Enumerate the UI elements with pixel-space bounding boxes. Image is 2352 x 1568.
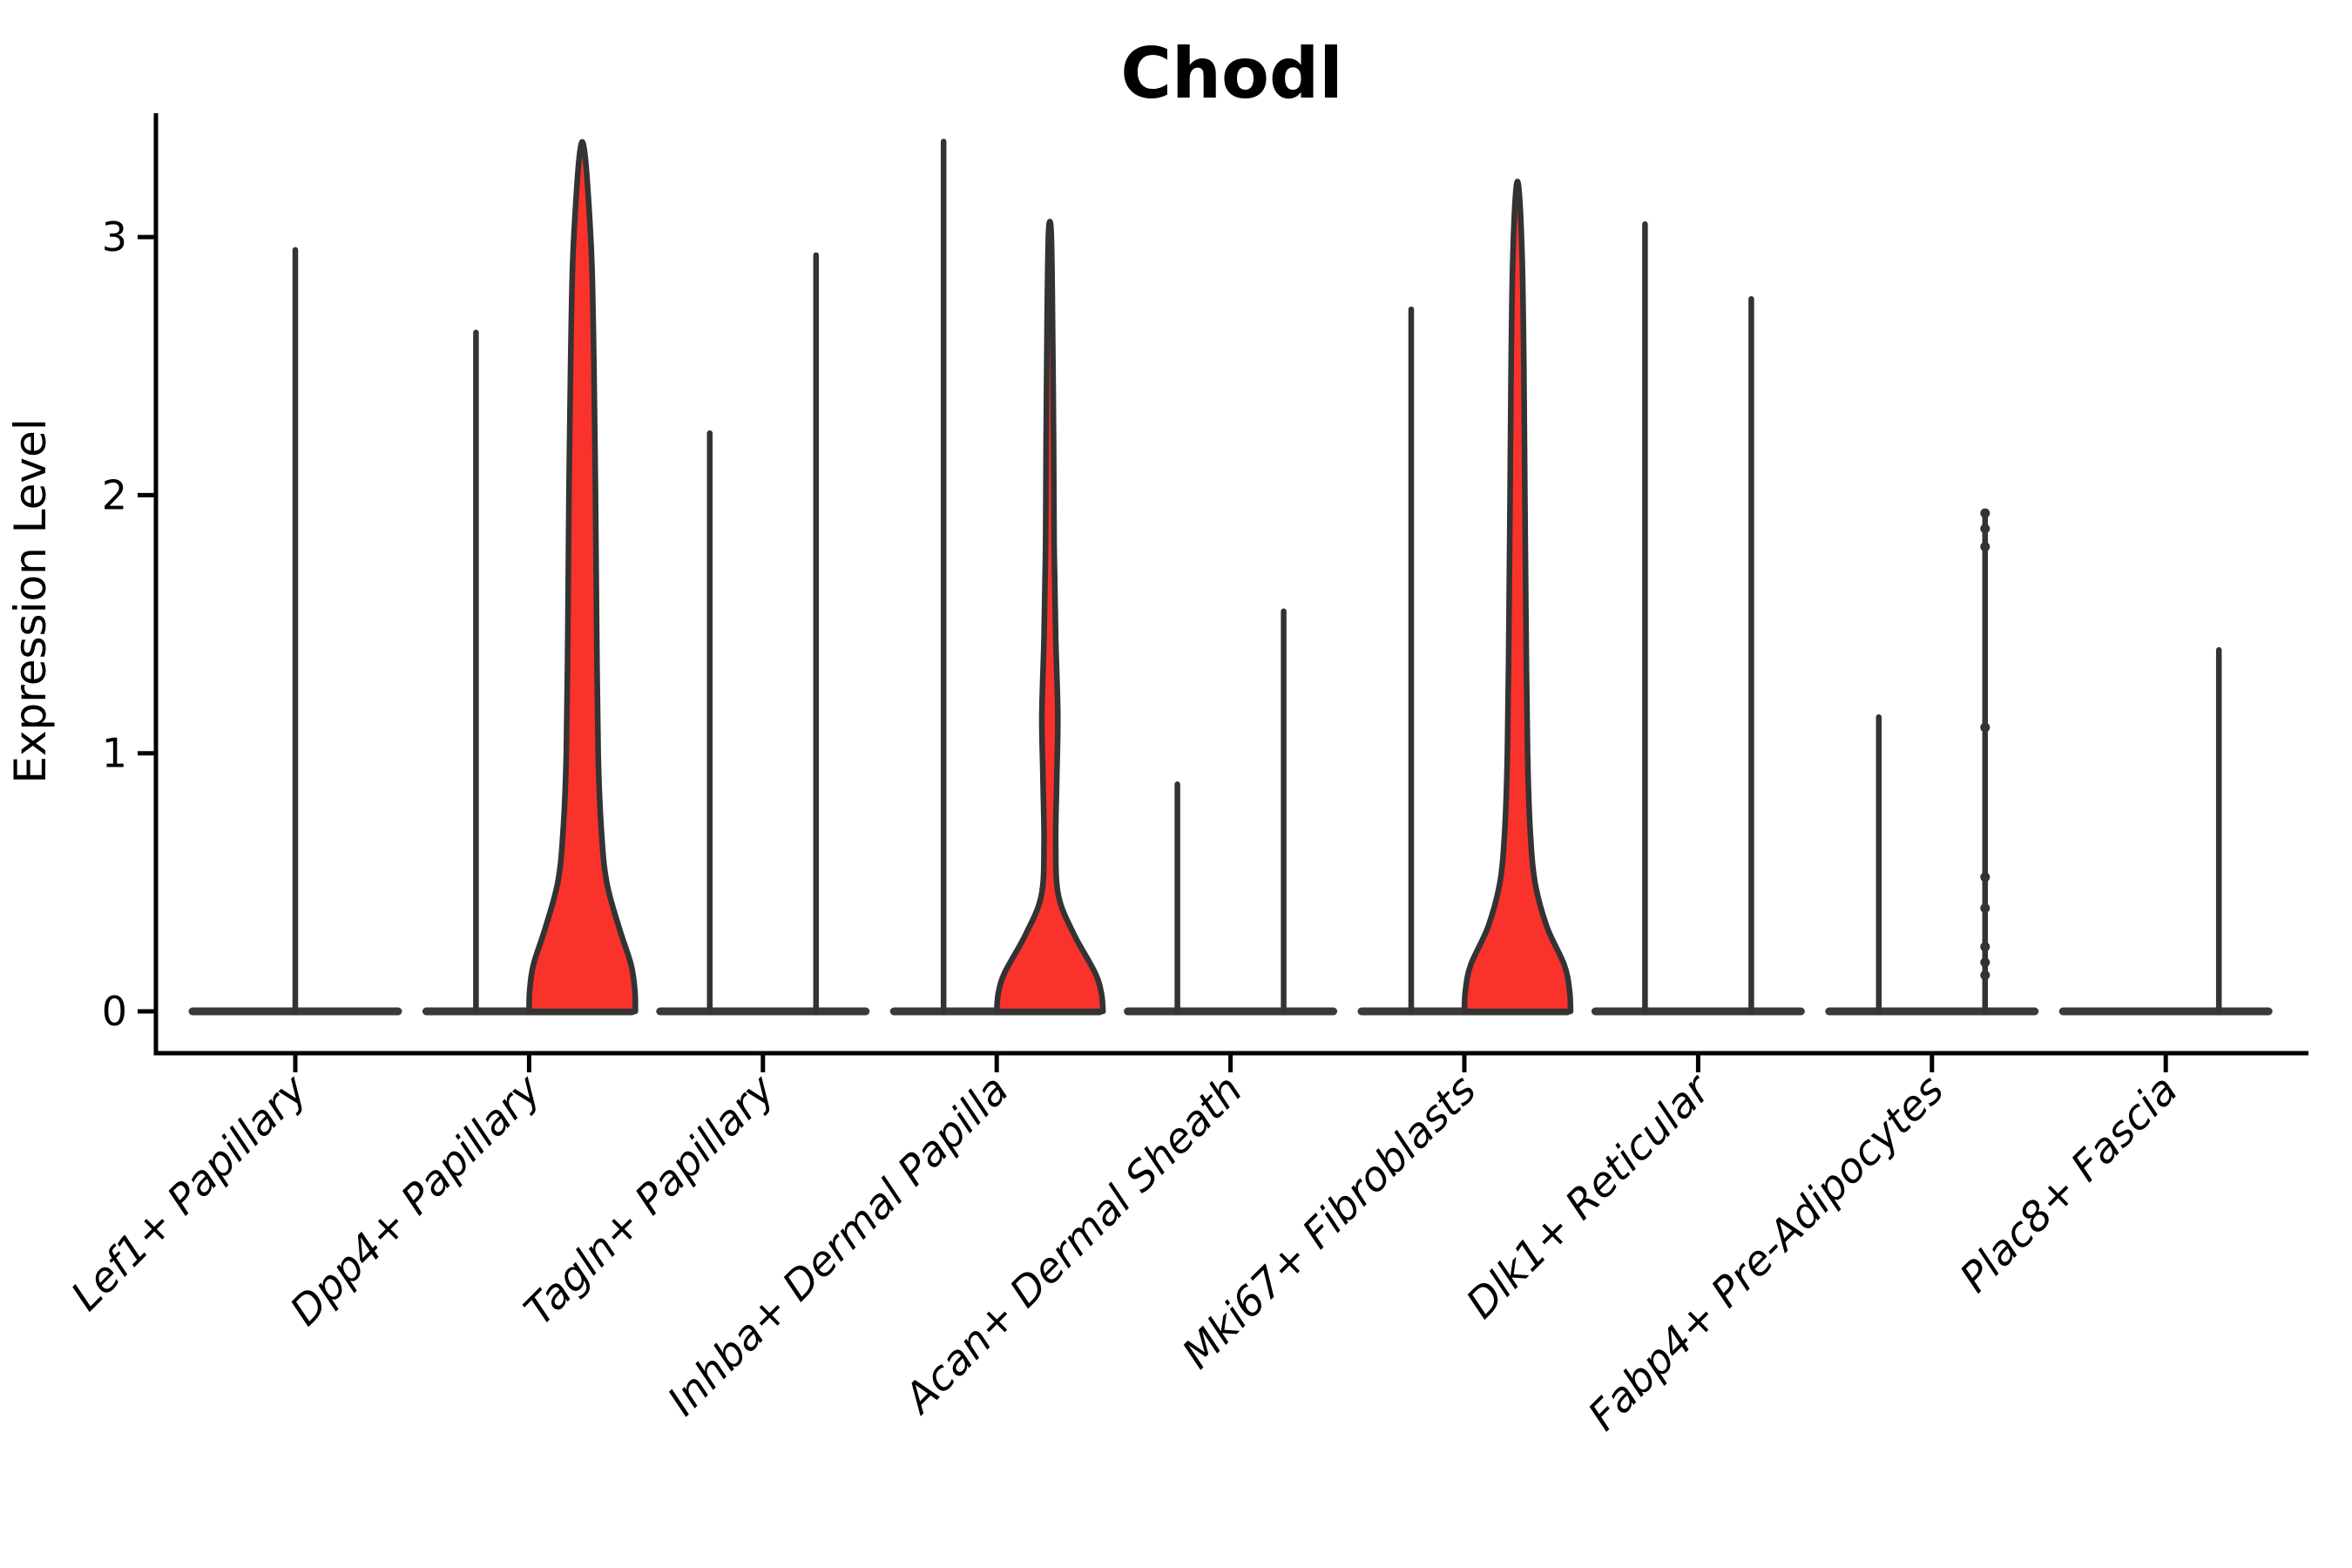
y-tick-label: 0 — [102, 988, 127, 1035]
cell-point — [1980, 902, 1990, 913]
y-tick-label: 1 — [102, 730, 127, 777]
y-tick-label: 3 — [102, 213, 127, 260]
y-axis-label: Expression Level — [5, 418, 56, 783]
y-tick-label: 2 — [102, 471, 127, 518]
cell-point — [1980, 542, 1990, 552]
cell-point — [1980, 524, 1990, 534]
chart-title: Chodl — [1120, 33, 1342, 114]
x-tick-label: Lef1+ Papillary — [62, 1065, 317, 1321]
cell-point — [1980, 942, 1990, 952]
axes-layer — [138, 113, 2308, 1072]
violins-layer — [188, 139, 2273, 1016]
cell-point — [1980, 508, 1990, 518]
violin-body-highlighted — [1461, 179, 1574, 1015]
cell-point — [1980, 722, 1990, 733]
cell-point — [1980, 957, 1990, 968]
x-tick-label: Dlk1+ Reticular — [1457, 1064, 1721, 1328]
cell-point — [1980, 970, 1990, 981]
violin-body-highlighted — [526, 139, 639, 1015]
x-tick-label: Tagln+ Papillary — [516, 1065, 786, 1335]
cell-point — [1980, 872, 1990, 882]
x-tick-label: Dpp4+ Papillary — [281, 1065, 551, 1335]
x-tick-label: Plac8+ Fascia — [1951, 1066, 2187, 1302]
violin-body-highlighted — [993, 219, 1106, 1015]
